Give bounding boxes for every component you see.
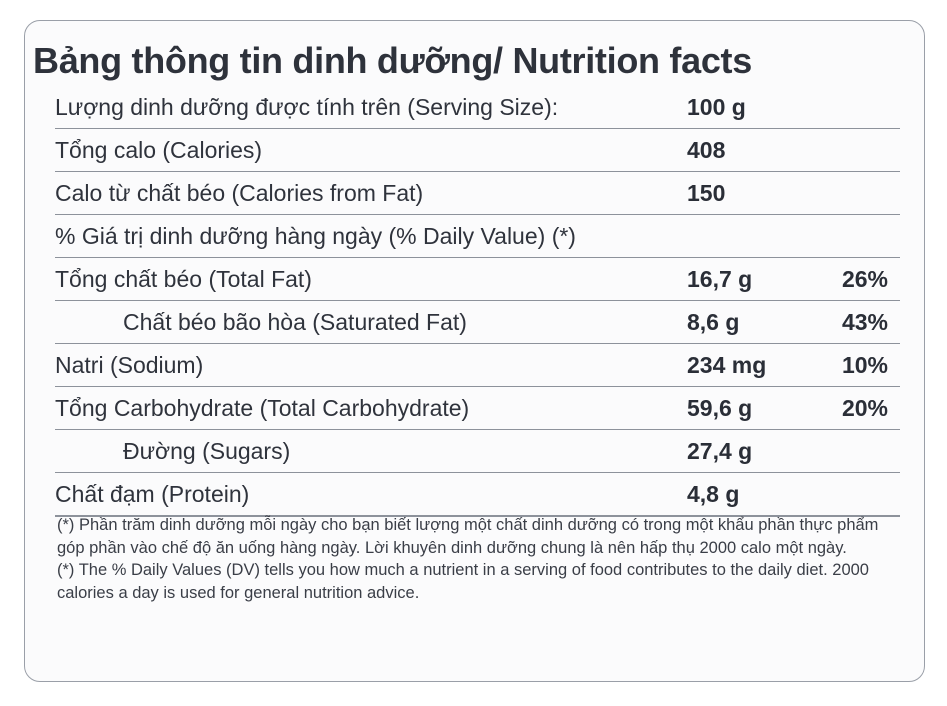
row-serving-size: Lượng dinh dưỡng được tính trên (Serving… [55,86,900,129]
row-label: Tổng chất béo (Total Fat) [55,266,312,292]
row-daily-value: 20% [841,395,888,421]
nutrition-title: Bảng thông tin dinh dưỡng/ Nutrition fac… [33,40,752,81]
row-label: % Giá trị dinh dưỡng hàng ngày (% Daily … [55,223,576,249]
row-label: Natri (Sodium) [55,352,204,378]
row-saturated-fat: Chất béo bão hòa (Saturated Fat) 8,6 g 4… [55,301,900,344]
row-label: Calo từ chất béo (Calories from Fat) [55,180,424,206]
row-label: Chất đạm (Protein) [55,481,250,507]
footnote-vietnamese: (*) Phần trăm dinh dưỡng mỗi ngày cho bạ… [57,516,879,557]
row-daily-value-header: % Giá trị dinh dưỡng hàng ngày (% Daily … [55,215,900,258]
row-amount: 150 [687,180,726,206]
row-calories-from-fat: Calo từ chất béo (Calories from Fat) 150 [55,172,900,215]
row-total-carbohydrate: Tổng Carbohydrate (Total Carbohydrate) 5… [55,387,900,430]
row-label: Đường (Sugars) [123,438,291,464]
row-sugars: Đường (Sugars) 27,4 g [55,430,900,473]
row-label: Chất béo bão hòa (Saturated Fat) [123,309,467,335]
row-label: Tổng calo (Calories) [55,137,263,163]
nutrition-table: Lượng dinh dưỡng được tính trên (Serving… [55,86,900,517]
row-amount: 234 mg [687,352,767,378]
nutrition-facts-panel [24,20,925,682]
row-amount: 100 g [687,94,746,120]
row-label: Lượng dinh dưỡng được tính trên (Serving… [55,94,559,120]
row-daily-value: 43% [841,309,888,335]
row-amount: 4,8 g [687,481,740,507]
row-label: Tổng Carbohydrate (Total Carbohydrate) [55,395,470,421]
row-sodium: Natri (Sodium) 234 mg 10% [55,344,900,387]
row-daily-value: 26% [841,266,888,292]
row-amount: 27,4 g [687,438,753,464]
row-calories: Tổng calo (Calories) 408 [55,129,900,172]
footnote-english: (*) The % Daily Values (DV) tells you ho… [57,561,869,602]
row-amount: 59,6 g [687,395,753,421]
row-daily-value: 10% [841,352,888,378]
row-amount: 8,6 g [687,309,740,335]
footnotes: (*) Phần trăm dinh dưỡng mỗi ngày cho bạ… [57,514,907,604]
row-total-fat: Tổng chất béo (Total Fat) 16,7 g 26% [55,258,900,301]
row-amount: 16,7 g [687,266,753,292]
row-amount: 408 [687,137,726,163]
row-protein: Chất đạm (Protein) 4,8 g [55,473,900,517]
